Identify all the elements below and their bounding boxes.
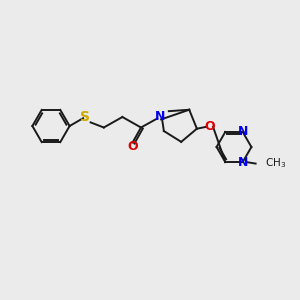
Text: CH$_3$: CH$_3$ (265, 157, 286, 170)
Text: N: N (238, 156, 248, 169)
Text: S: S (80, 110, 90, 124)
Text: O: O (127, 140, 138, 153)
Text: N: N (238, 125, 248, 138)
Text: O: O (204, 120, 215, 133)
Text: N: N (154, 110, 165, 124)
